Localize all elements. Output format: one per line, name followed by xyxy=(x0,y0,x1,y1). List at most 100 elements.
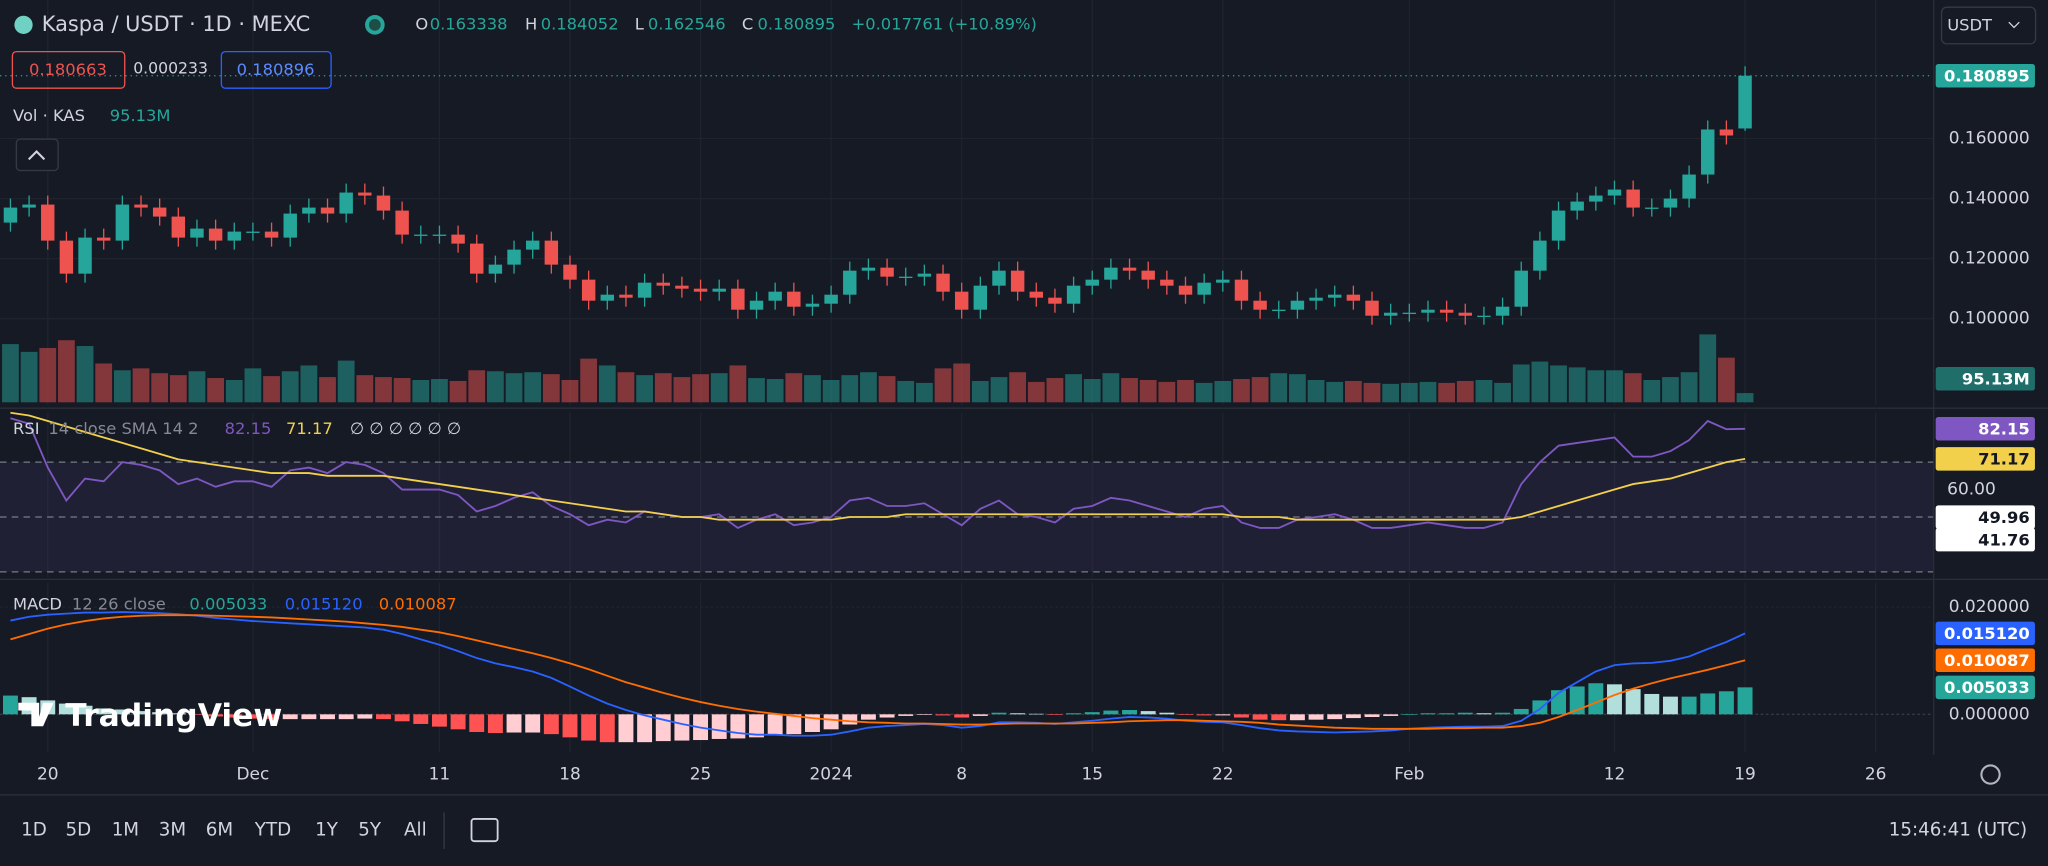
last-price: 0.180895 xyxy=(1944,67,2030,86)
candle-body xyxy=(1458,312,1472,316)
x-tick-label: Feb xyxy=(1394,765,1424,785)
range-button[interactable]: 6M xyxy=(206,820,233,841)
volume-bar xyxy=(636,375,653,403)
volume-bar xyxy=(841,375,859,403)
macd-histogram-bar xyxy=(1271,714,1287,721)
volume-bar xyxy=(878,376,896,403)
volume-bar xyxy=(860,372,877,403)
volume-bar xyxy=(1568,367,1586,403)
volume-bar xyxy=(76,346,94,403)
volume-bar xyxy=(169,375,187,403)
macd-histogram-bar xyxy=(77,705,93,715)
candle-body xyxy=(843,270,857,295)
volume-bar xyxy=(1102,373,1120,403)
rsi-value: 82.15 xyxy=(225,419,272,438)
candle-body xyxy=(1328,294,1342,298)
currency: USDT xyxy=(1947,16,1993,35)
range-button[interactable]: 1M xyxy=(112,820,139,841)
macd-histogram-bar xyxy=(749,714,764,738)
macd-histogram-bar xyxy=(413,714,429,724)
macd-histogram-bar xyxy=(879,714,895,718)
series-badge-bg xyxy=(1935,447,2035,471)
collapse-button[interactable] xyxy=(15,138,59,172)
y-tick-label: 0.020000 xyxy=(1949,597,2030,617)
macd-histogram-bar xyxy=(1345,714,1361,719)
volume-bar xyxy=(673,377,691,403)
range-button[interactable]: 3M xyxy=(159,820,186,841)
candle-body xyxy=(1477,315,1491,318)
volume-bar xyxy=(542,374,560,403)
candle-body xyxy=(656,282,670,286)
volume-bar xyxy=(505,373,523,403)
volume-bar xyxy=(225,379,243,403)
currency-button[interactable] xyxy=(1940,6,2037,45)
market-status[interactable] xyxy=(365,15,385,35)
candle-body xyxy=(1682,174,1696,199)
range-button[interactable]: 5D xyxy=(66,820,92,841)
candle-body xyxy=(1290,300,1305,310)
candle-body xyxy=(1495,306,1510,316)
volume-bar xyxy=(1326,381,1344,403)
volume-bar xyxy=(1065,374,1082,403)
candle-body xyxy=(1701,129,1715,175)
macd-histogram-bar xyxy=(916,714,932,715)
macd-histogram-bar xyxy=(1662,696,1678,715)
range-button[interactable]: All xyxy=(404,820,427,841)
volume-bar xyxy=(971,380,989,403)
candle-body xyxy=(208,228,223,241)
candle-body xyxy=(1607,189,1622,196)
range-button[interactable]: YTD xyxy=(254,820,291,841)
volume-bar xyxy=(263,376,280,403)
macd-histogram-bar xyxy=(1103,710,1119,715)
macd-histogram-bar xyxy=(1252,714,1268,720)
volume-bar xyxy=(375,377,392,403)
ohlc-letter: O xyxy=(415,14,428,33)
candle-body xyxy=(1719,129,1734,136)
volume-bar xyxy=(1139,379,1157,403)
calendar-icon[interactable] xyxy=(470,818,499,843)
volume-bar xyxy=(1270,373,1288,403)
volume-bar xyxy=(1494,382,1511,403)
candle-body xyxy=(1178,285,1193,295)
candle-body xyxy=(1029,291,1044,298)
range-button[interactable]: 1D xyxy=(21,820,47,841)
volume-bar xyxy=(1046,378,1064,403)
candle-body xyxy=(1514,270,1528,307)
candle-body xyxy=(1663,198,1678,208)
histogram-badge: 0.005033 xyxy=(1944,678,2030,697)
macd-histogram-bar xyxy=(1588,683,1604,715)
y-tick-label: 0.140000 xyxy=(1949,189,2030,209)
macd-histogram-bar xyxy=(1122,710,1138,715)
dropdown-icon xyxy=(2008,21,2020,29)
settings-icon[interactable] xyxy=(1980,764,2001,785)
candle-body xyxy=(805,303,820,307)
volume-title: Vol · KAS xyxy=(13,106,85,125)
bid-button[interactable] xyxy=(11,50,126,89)
macd-histogram-bar xyxy=(1607,684,1622,715)
watermark-logo xyxy=(18,702,54,727)
macd-histogram-bar xyxy=(245,714,261,719)
candle-body xyxy=(544,240,559,265)
candle-body xyxy=(22,204,36,208)
volume-bar xyxy=(1363,382,1381,403)
candle-body xyxy=(880,267,894,277)
candle-body xyxy=(899,276,913,278)
volume-bar xyxy=(1121,378,1138,403)
indicator-line xyxy=(10,611,1746,737)
range-button[interactable]: 1Y xyxy=(315,820,339,841)
clock: 15:46:41 (UTC) xyxy=(1889,820,2027,841)
macd-histogram-bar xyxy=(618,714,634,743)
series-badge: 82.15 xyxy=(1978,420,2030,439)
rsi-level-bg xyxy=(1935,505,2035,529)
macd-histogram-bar xyxy=(1364,714,1380,717)
series-badge: 0.015120 xyxy=(1944,624,2030,643)
volume-bar xyxy=(1587,370,1605,403)
volume-bar xyxy=(580,358,598,403)
volume-bar xyxy=(617,372,635,403)
candle-body xyxy=(1383,312,1398,316)
macd-histogram-bar xyxy=(1681,696,1697,715)
ask-button[interactable] xyxy=(220,50,332,89)
range-button[interactable]: 5Y xyxy=(358,820,382,841)
bid: 0.180663 xyxy=(29,60,107,79)
